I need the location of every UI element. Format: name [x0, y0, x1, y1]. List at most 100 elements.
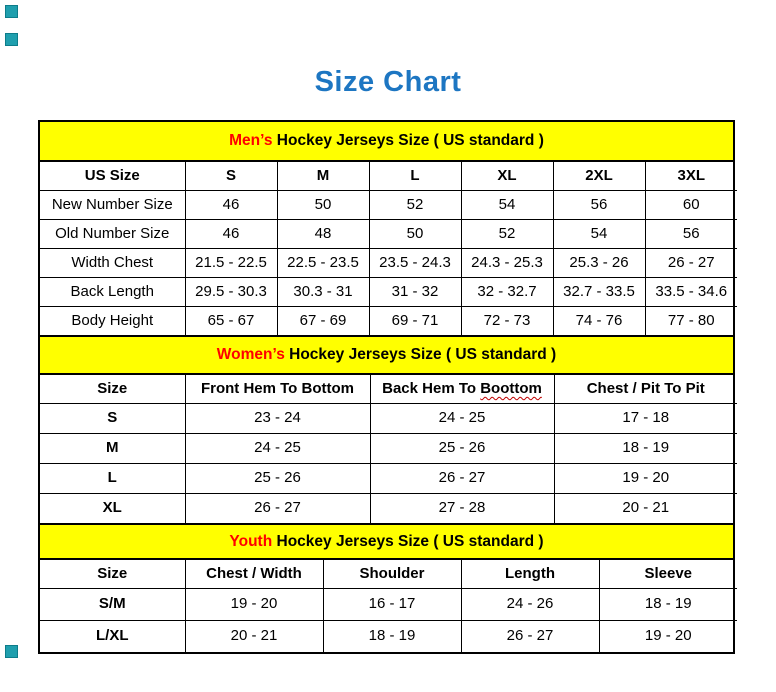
table-cell: 33.5 - 34.6	[644, 277, 737, 307]
table-cell: 26 - 27	[369, 463, 555, 494]
table-cell: 60	[644, 190, 737, 220]
section-heading-womens-highlight: Women’s	[216, 346, 285, 363]
table-cell: 24.3 - 25.3	[460, 248, 554, 278]
table-cell: 46	[184, 190, 278, 220]
table-cell: 56	[552, 190, 646, 220]
column-header: S	[184, 162, 278, 191]
table-cell: 26 - 27	[184, 493, 371, 523]
section-heading-womens-rest: Hockey Jerseys Size ( US standard )	[284, 346, 557, 363]
column-header: Chest / Pit To Pit	[553, 375, 737, 404]
table-row: L 25 - 26 26 - 27 19 - 20	[40, 463, 737, 494]
table-cell: 16 - 17	[322, 588, 462, 621]
row-label: New Number Size	[40, 190, 186, 220]
table-cell: 23.5 - 24.3	[368, 248, 462, 278]
table-cell: 19 - 20	[553, 463, 737, 494]
row-label: Width Chest	[40, 248, 186, 278]
table-cell: 26 - 27	[644, 248, 737, 278]
table-cell: 30.3 - 31	[276, 277, 370, 307]
table-cell: 74 - 76	[552, 306, 646, 335]
table-row: S 23 - 24 24 - 25 17 - 18	[40, 403, 737, 434]
table-row: Old Number Size 46 48 50 52 54 56	[40, 219, 737, 249]
row-label: S/M	[40, 588, 186, 621]
column-header: Size	[40, 375, 186, 404]
table-cell: 77 - 80	[644, 306, 737, 335]
table-cell: 56	[644, 219, 737, 249]
table-cell: 50	[276, 190, 370, 220]
row-label: Old Number Size	[40, 219, 186, 249]
table-cell: 25.3 - 26	[552, 248, 646, 278]
table-cell: 72 - 73	[460, 306, 554, 335]
section-heading-youth: Youth Hockey Jerseys Size ( US standard …	[40, 523, 733, 560]
row-label: XL	[40, 493, 186, 523]
teal-square-icon	[5, 33, 18, 46]
column-header: Shoulder	[322, 560, 462, 589]
table-cell: 21.5 - 22.5	[184, 248, 278, 278]
row-label: L	[40, 463, 186, 494]
table-cell: 48	[276, 219, 370, 249]
table-cell: 31 - 32	[368, 277, 462, 307]
youth-size-table: Size Chest / Width Shoulder Length Sleev…	[40, 560, 737, 652]
table-cell: 32.7 - 33.5	[552, 277, 646, 307]
mens-size-table: US Size S M L XL 2XL 3XL New Number Size…	[40, 162, 737, 335]
section-heading-youth-highlight: Youth	[229, 533, 273, 550]
column-header: XL	[460, 162, 554, 191]
row-label: M	[40, 433, 186, 464]
row-label: S	[40, 403, 186, 434]
table-cell: 25 - 26	[369, 433, 555, 464]
mens-header-row: US Size S M L XL 2XL 3XL	[40, 162, 737, 191]
womens-header-row: Size Front Hem To Bottom Back Hem To Boo…	[40, 375, 737, 404]
table-row: M 24 - 25 25 - 26 18 - 19	[40, 433, 737, 464]
table-row: Width Chest 21.5 - 22.5 22.5 - 23.5 23.5…	[40, 248, 737, 278]
table-cell: 69 - 71	[368, 306, 462, 335]
table-cell: 19 - 20	[184, 588, 324, 621]
table-cell: 23 - 24	[184, 403, 371, 434]
youth-header-row: Size Chest / Width Shoulder Length Sleev…	[40, 560, 737, 589]
section-heading-womens: Women’s Hockey Jerseys Size ( US standar…	[40, 335, 733, 375]
teal-square-icon	[5, 5, 18, 18]
column-header: Size	[40, 560, 186, 589]
column-header: Chest / Width	[184, 560, 324, 589]
table-cell: 20 - 21	[553, 493, 737, 523]
row-label: L/XL	[40, 620, 186, 652]
table-cell: 24 - 25	[184, 433, 371, 464]
table-row: XL 26 - 27 27 - 28 20 - 21	[40, 493, 737, 523]
table-cell: 65 - 67	[184, 306, 278, 335]
table-cell: 24 - 25	[369, 403, 555, 434]
table-cell: 26 - 27	[460, 620, 600, 652]
womens-size-table: Size Front Hem To Bottom Back Hem To Boo…	[40, 375, 737, 523]
column-header-prefix: Back Hem To	[382, 379, 481, 397]
column-header: Front Hem To Bottom	[184, 375, 371, 404]
table-row: Back Length 29.5 - 30.3 30.3 - 31 31 - 3…	[40, 277, 737, 307]
table-cell: 24 - 26	[460, 588, 600, 621]
column-header: Sleeve	[598, 560, 737, 589]
column-header: US Size	[40, 162, 186, 191]
table-cell: 32 - 32.7	[460, 277, 554, 307]
misspelled-word: Boottom	[480, 379, 542, 397]
table-row: Body Height 65 - 67 67 - 69 69 - 71 72 -…	[40, 306, 737, 335]
column-header: 3XL	[644, 162, 737, 191]
section-heading-youth-rest: Hockey Jerseys Size ( US standard )	[272, 533, 544, 550]
table-cell: 52	[460, 219, 554, 249]
table-cell: 52	[368, 190, 462, 220]
table-cell: 50	[368, 219, 462, 249]
table-row: S/M 19 - 20 16 - 17 24 - 26 18 - 19	[40, 588, 737, 621]
size-chart-container: Men’s Hockey Jerseys Size ( US standard …	[38, 120, 737, 654]
table-row: L/XL 20 - 21 18 - 19 26 - 27 19 - 20	[40, 620, 737, 652]
column-header: 2XL	[552, 162, 646, 191]
table-cell: 46	[184, 219, 278, 249]
table-cell: 22.5 - 23.5	[276, 248, 370, 278]
column-header: L	[368, 162, 462, 191]
section-heading-mens-rest: Hockey Jerseys Size ( US standard )	[272, 132, 544, 149]
row-label: Back Length	[40, 277, 186, 307]
column-header: M	[276, 162, 370, 191]
teal-square-icon	[5, 645, 18, 658]
table-cell: 18 - 19	[598, 588, 737, 621]
table-cell: 18 - 19	[322, 620, 462, 652]
table-cell: 29.5 - 30.3	[184, 277, 278, 307]
table-cell: 19 - 20	[598, 620, 737, 652]
column-header: Length	[460, 560, 600, 589]
section-heading-mens: Men’s Hockey Jerseys Size ( US standard …	[40, 122, 733, 162]
row-label: Body Height	[40, 306, 186, 335]
table-cell: 20 - 21	[184, 620, 324, 652]
page-title: Size Chart	[314, 66, 462, 98]
